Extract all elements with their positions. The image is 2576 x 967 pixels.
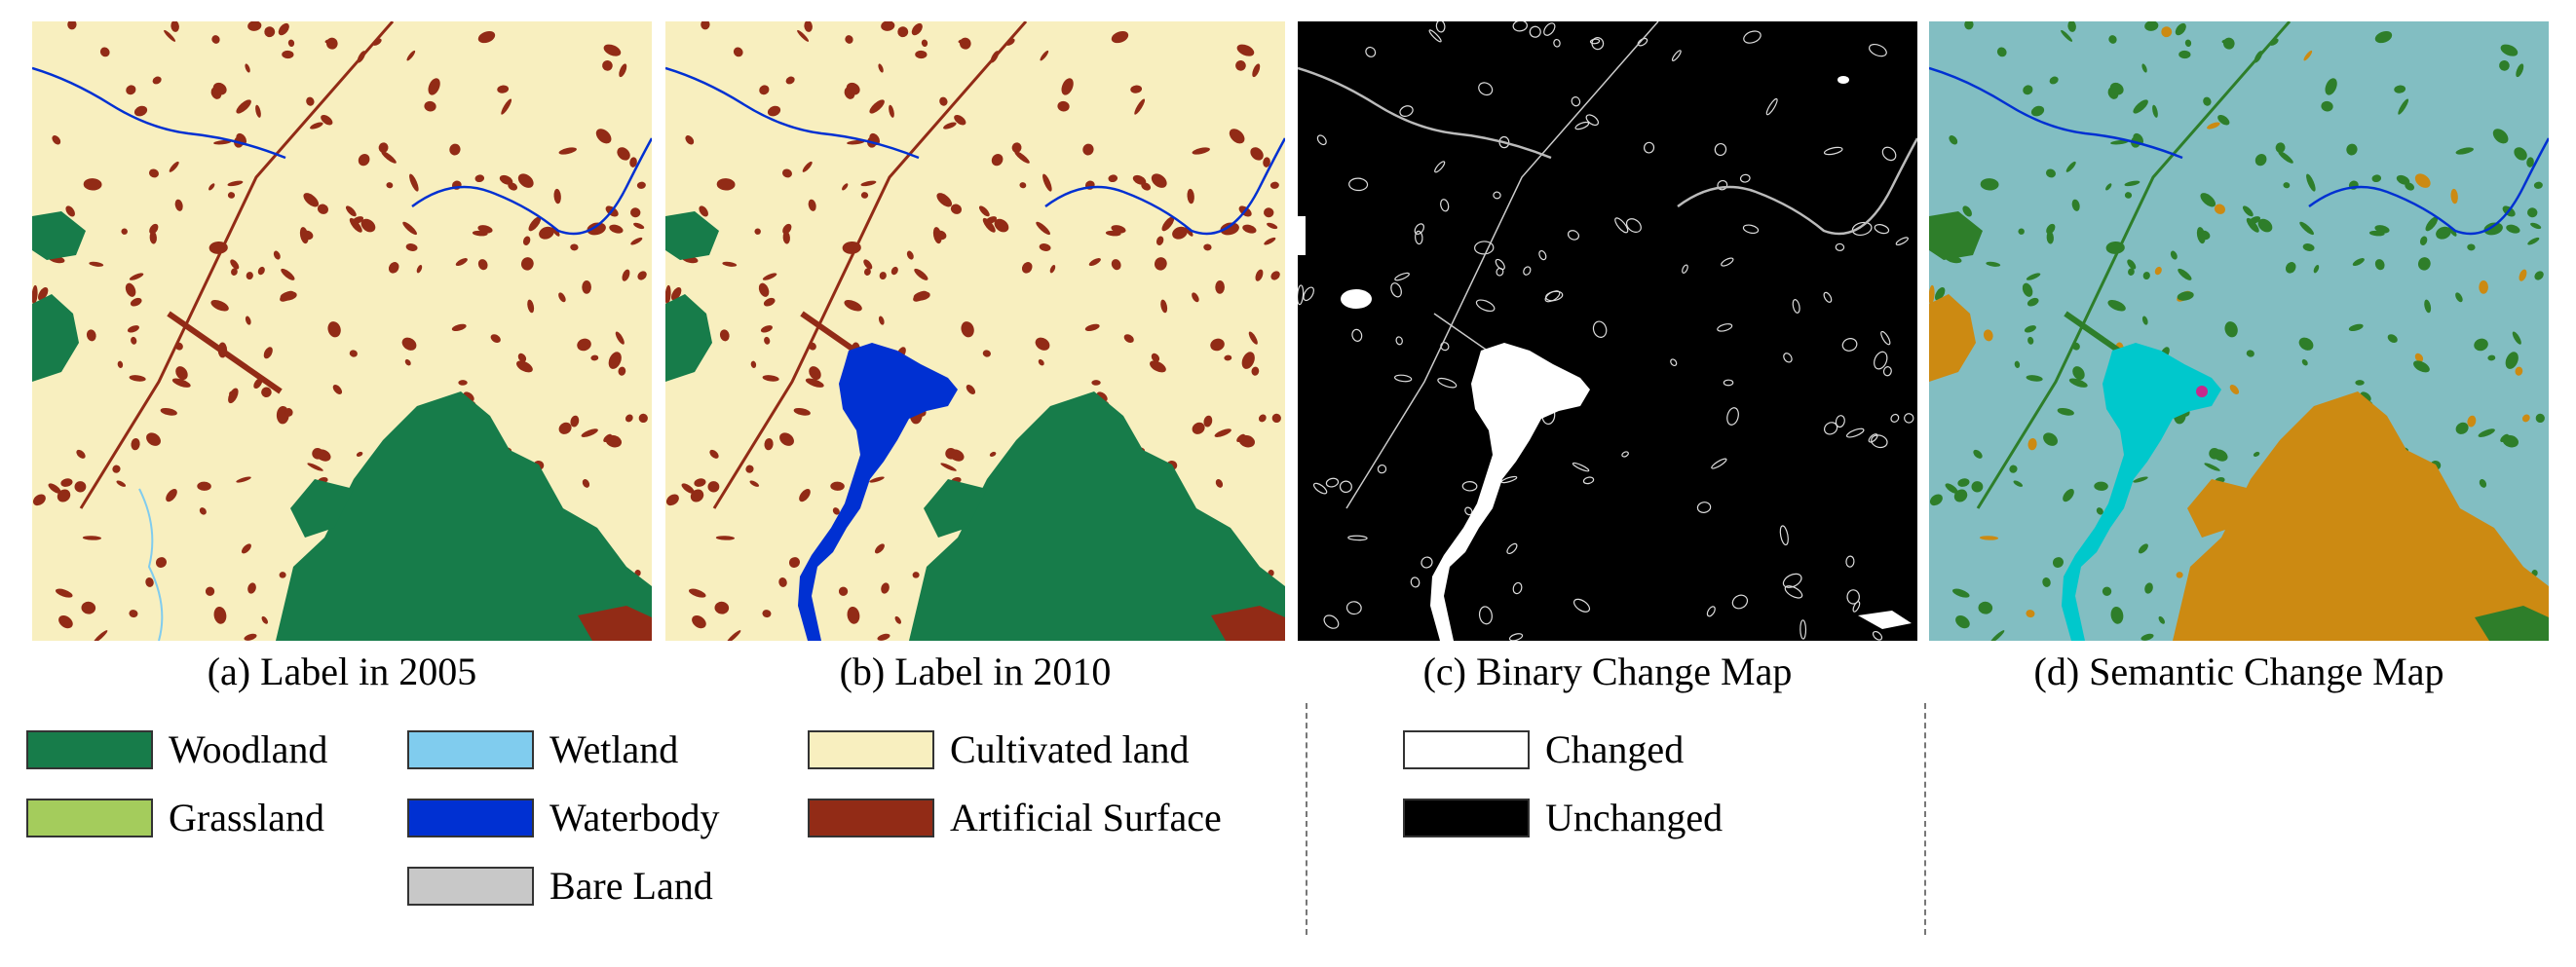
caption-binary-change: (c) Binary Change Map bbox=[1422, 650, 1793, 693]
legend-swatch-bare-land bbox=[407, 867, 534, 906]
legend-label-cultivated-land: Cultivated land bbox=[950, 727, 1190, 771]
caption-2010: (b) Label in 2010 bbox=[839, 650, 1112, 693]
legend-swatch-woodland bbox=[26, 730, 153, 769]
legend-swatch-grassland bbox=[26, 799, 153, 837]
map-2010-image bbox=[665, 21, 1285, 641]
legend-label-artificial-surface: Artificial Surface bbox=[950, 796, 1222, 839]
legend-item-artificial-surface: Artificial Surface bbox=[808, 797, 1222, 839]
legend-item-bare-land: Bare Land bbox=[407, 865, 713, 908]
semantic-change-map-image bbox=[1929, 21, 2549, 641]
legend-label-wetland: Wetland bbox=[549, 727, 679, 771]
caption-semantic-change: (d) Semantic Change Map bbox=[2033, 650, 2444, 693]
legend-item-unchanged: Unchanged bbox=[1403, 797, 1723, 839]
semantic-change-map-panel bbox=[1929, 21, 2549, 641]
map-2005-image bbox=[32, 21, 652, 641]
legend-item-cultivated-land: Cultivated land bbox=[808, 728, 1190, 771]
map-panel-2010 bbox=[665, 21, 1285, 641]
legend-swatch-artificial-surface bbox=[808, 799, 934, 837]
legend-item-waterbody: Waterbody bbox=[407, 797, 720, 839]
legend-item-woodland: Woodland bbox=[26, 728, 327, 771]
legend-swatch-unchanged bbox=[1403, 799, 1530, 837]
binary-change-map-image bbox=[1298, 21, 1917, 641]
legend-label-unchanged: Unchanged bbox=[1545, 796, 1724, 839]
legend-label-waterbody: Waterbody bbox=[549, 796, 720, 839]
legend-divider-right bbox=[1924, 703, 1926, 935]
map-panel-2005 bbox=[32, 21, 652, 641]
legend-divider-left bbox=[1306, 703, 1307, 935]
binary-change-map-panel bbox=[1298, 21, 1917, 641]
legend-swatch-cultivated-land bbox=[808, 730, 934, 769]
legend-swatch-changed bbox=[1403, 730, 1530, 769]
legend-swatch-waterbody bbox=[407, 799, 534, 837]
legend-label-changed: Changed bbox=[1545, 727, 1685, 771]
legend-label-woodland: Woodland bbox=[169, 727, 328, 771]
legend-item-wetland: Wetland bbox=[407, 728, 678, 771]
caption-2005: (a) Label in 2005 bbox=[207, 650, 477, 693]
legend-swatch-wetland bbox=[407, 730, 534, 769]
legend-label-bare-land: Bare Land bbox=[549, 864, 713, 908]
legend-item-changed: Changed bbox=[1403, 728, 1684, 771]
legend-label-grassland: Grassland bbox=[169, 796, 324, 839]
legend-item-grassland: Grassland bbox=[26, 797, 324, 839]
